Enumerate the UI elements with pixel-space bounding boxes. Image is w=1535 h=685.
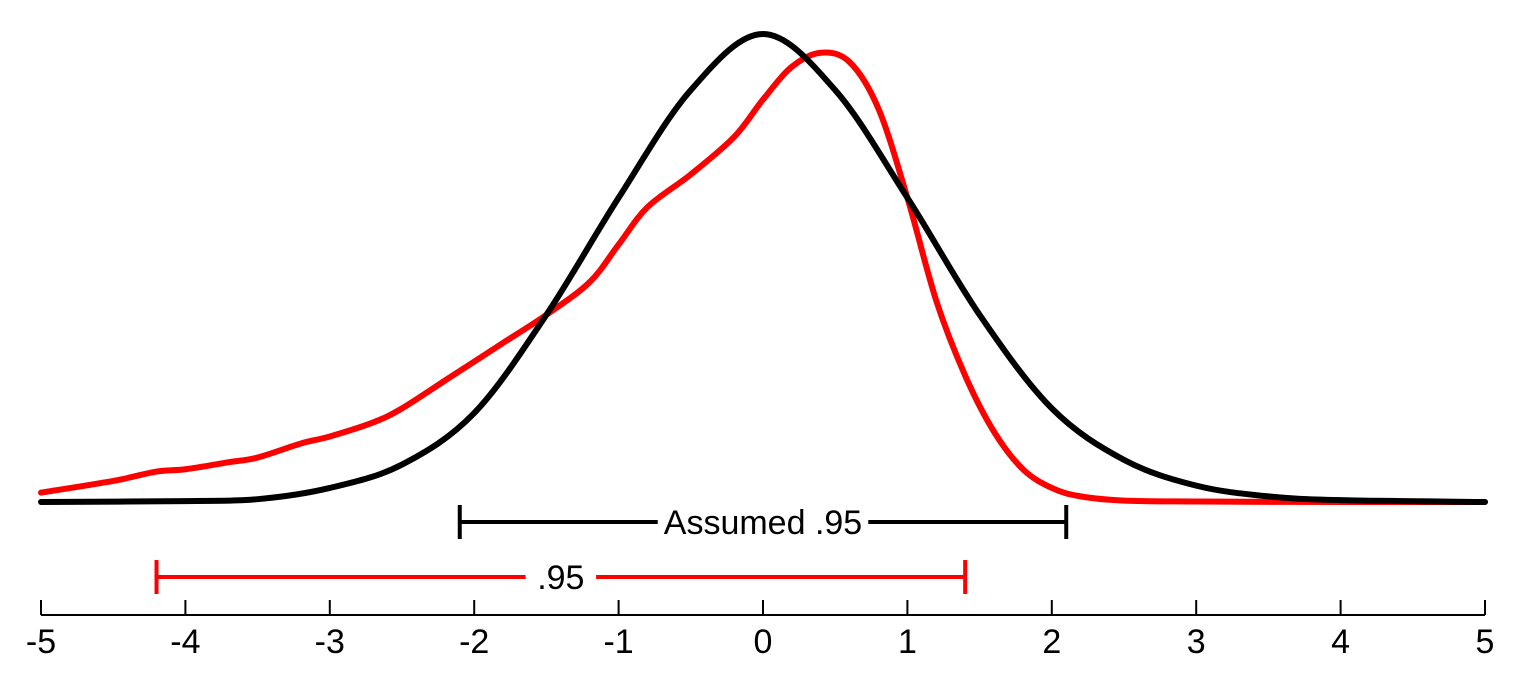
x-axis: -5 -4 -3 -2 -1 0 1 2 3 4 5: [26, 600, 1495, 661]
x-tick-label: 4: [1331, 623, 1350, 661]
x-tick-label: 0: [754, 623, 773, 661]
interval-label: .95: [537, 559, 584, 597]
x-tick-label: -1: [603, 623, 633, 661]
assumed-normal-curve: [38, 31, 1488, 505]
x-tick-label: -4: [170, 623, 200, 661]
x-tick-label: -3: [315, 623, 345, 661]
observed-density-curve: [38, 49, 1488, 506]
intervals-layer: Assumed .95 .95: [154, 504, 1069, 597]
x-tick-label: 1: [898, 623, 917, 661]
x-tick-label: 3: [1187, 623, 1206, 661]
curves-layer: [38, 31, 1488, 506]
x-tick-label: 5: [1476, 623, 1495, 661]
interval-label: Assumed .95: [664, 504, 862, 542]
x-tick-label: 2: [1042, 623, 1061, 661]
x-tick-label: -5: [26, 623, 56, 661]
x-tick-label: -2: [459, 623, 489, 661]
